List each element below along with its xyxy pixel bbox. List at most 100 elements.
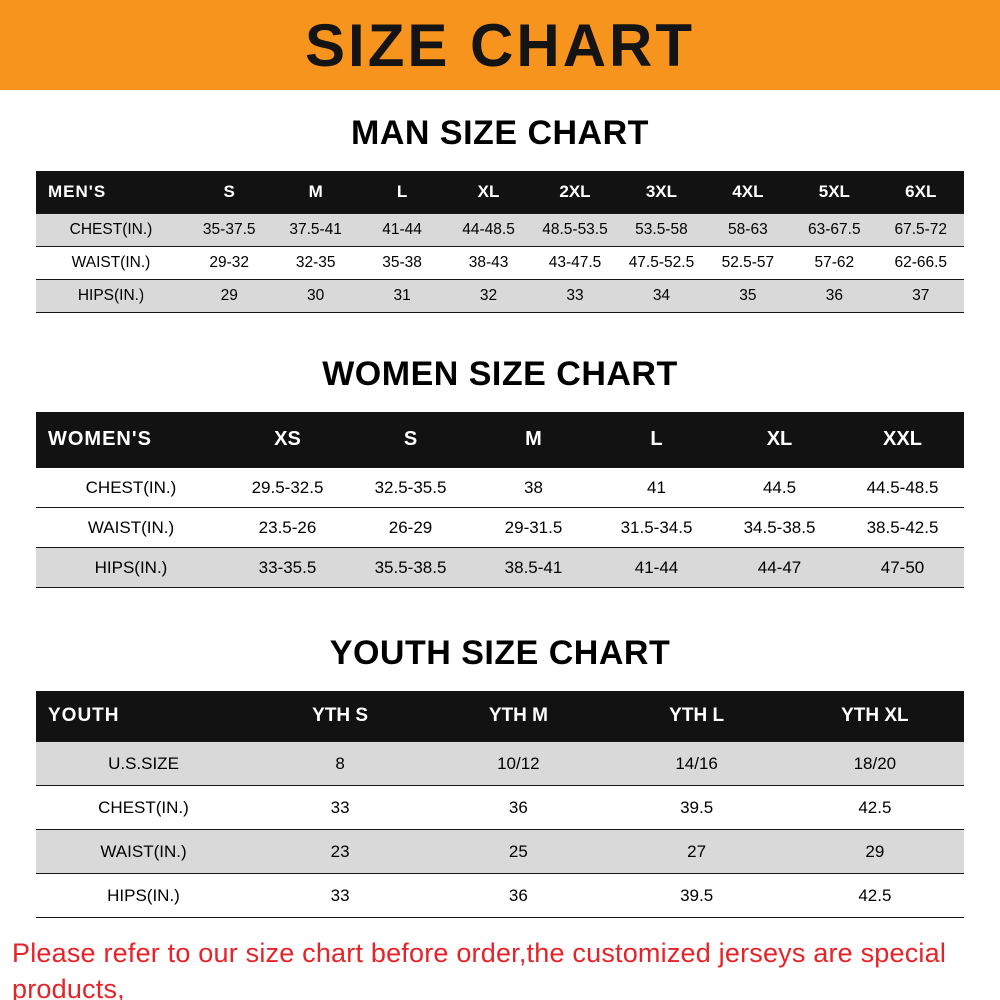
value-cell: 39.5 xyxy=(680,885,714,905)
value-cell: 30 xyxy=(307,287,325,304)
value-cell: 62-66.5 xyxy=(894,254,948,271)
value-cell: 44-47 xyxy=(757,557,802,577)
man-size-chart-heading: MAN SIZE CHART xyxy=(351,114,649,152)
women-size-table: WOMEN'S XS S M L XL XXL CHEST(IN.) 29.5-32.5 32.5… xyxy=(36,412,964,588)
size-header-cell: S xyxy=(403,428,418,450)
value-cell: 47-50 xyxy=(880,557,925,577)
size-header-cell: 6XL xyxy=(905,182,937,201)
table-title-cell: WOMEN'S xyxy=(48,428,152,450)
table-row: U.S.SIZE 8 10/12 14/16 18/20 xyxy=(36,741,964,785)
value-cell: 41 xyxy=(647,477,666,497)
value-cell: 32-35 xyxy=(295,254,336,271)
value-cell: 57-62 xyxy=(814,254,855,271)
size-header-cell: 2XL xyxy=(559,182,591,201)
value-cell: 43-47.5 xyxy=(548,254,602,271)
size-header-cell: S xyxy=(223,182,235,201)
value-cell: 67.5-72 xyxy=(894,221,948,238)
size-header-cell: YTH S xyxy=(312,705,369,726)
value-cell: 29 xyxy=(220,287,238,304)
table-row: WAIST(IN.) 23 25 27 29 xyxy=(36,829,964,873)
value-cell: 36 xyxy=(825,287,843,304)
value-cell: 41-44 xyxy=(634,557,679,577)
table-title-cell: YOUTH xyxy=(48,705,120,726)
value-cell: 37.5-41 xyxy=(289,221,342,238)
value-cell: 44.5-48.5 xyxy=(866,477,939,497)
size-chart-banner: SIZE CHART xyxy=(0,0,1000,90)
value-cell: 35-37.5 xyxy=(202,221,256,238)
size-header-cell: 5XL xyxy=(818,182,850,201)
size-header-cell: YTH M xyxy=(488,705,548,726)
value-cell: 29-32 xyxy=(209,254,250,271)
size-header-cell: XXL xyxy=(883,428,922,450)
size-header-cell: M xyxy=(525,428,542,450)
size-header-cell: XL xyxy=(477,182,500,201)
row-label: CHEST(IN.) xyxy=(85,477,177,497)
row-label: U.S.SIZE xyxy=(108,753,179,773)
value-cell: 14/16 xyxy=(675,753,718,773)
value-cell: 38.5-42.5 xyxy=(866,517,939,537)
value-cell: 58-63 xyxy=(728,221,768,238)
value-cell: 33 xyxy=(566,287,584,304)
row-label: CHEST(IN.) xyxy=(98,797,189,817)
value-cell: 42.5 xyxy=(858,797,892,817)
value-cell: 38 xyxy=(524,477,543,497)
value-cell: 33 xyxy=(330,885,350,905)
value-cell: 31 xyxy=(393,287,411,304)
order-policy-line-1: Please refer to our size chart before or… xyxy=(12,938,947,1000)
value-cell: 33-35.5 xyxy=(258,557,317,577)
value-cell: 42.5 xyxy=(858,885,892,905)
table-header-row: WOMEN'S XS S M L XL XXL xyxy=(36,412,964,467)
table-row: CHEST(IN.) 33 36 39.5 42.5 xyxy=(36,785,964,829)
women-size-chart-heading: WOMEN SIZE CHART xyxy=(322,355,678,393)
size-header-cell: YTH XL xyxy=(841,705,909,726)
value-cell: 35 xyxy=(739,287,757,304)
value-cell: 29.5-32.5 xyxy=(251,477,324,497)
value-cell: 36 xyxy=(508,797,528,817)
value-cell: 34 xyxy=(652,287,671,304)
row-label: WAIST(IN.) xyxy=(100,841,187,861)
youth-size-chart-heading: YOUTH SIZE CHART xyxy=(329,634,671,672)
size-header-cell: YTH L xyxy=(669,705,725,726)
table-row: CHEST(IN.) 35-37.5 37.5-41 41-44 44-48.5 48.5… xyxy=(36,213,964,246)
value-cell: 25 xyxy=(508,841,528,861)
value-cell: 38-43 xyxy=(468,254,509,271)
size-header-cell: 4XL xyxy=(732,182,764,201)
value-cell: 41-44 xyxy=(382,221,422,238)
table-row: HIPS(IN.) 33 36 39.5 42.5 xyxy=(36,873,964,917)
value-cell: 18/20 xyxy=(853,753,897,773)
value-cell: 35-38 xyxy=(382,254,422,271)
row-label: WAIST(IN.) xyxy=(71,254,151,271)
size-header-cell: XS xyxy=(274,428,301,450)
value-cell: 48.5-53.5 xyxy=(542,221,608,238)
value-cell: 29 xyxy=(865,841,885,861)
value-cell: 32.5-35.5 xyxy=(374,477,447,497)
value-cell: 31.5-34.5 xyxy=(620,517,693,537)
size-header-cell: L xyxy=(650,428,663,450)
value-cell: 52.5-57 xyxy=(721,254,775,271)
row-label: CHEST(IN.) xyxy=(69,221,153,238)
table-title-cell: MEN'S xyxy=(48,182,107,201)
value-cell: 47.5-52.5 xyxy=(628,254,695,271)
size-header-cell: 3XL xyxy=(645,182,678,201)
table-row: HIPS(IN.) 33-35.5 35.5-38.5 38.5-41 41-44 44-… xyxy=(36,547,964,587)
value-cell: 53.5-58 xyxy=(635,221,688,238)
value-cell: 23 xyxy=(330,841,350,861)
value-cell: 32 xyxy=(479,287,498,304)
value-cell: 27 xyxy=(687,841,707,861)
men-size-table: MEN'S S M L XL 2XL 3XL 4XL 5XL 6XL CHEST(IN.) 35-37… xyxy=(36,171,964,313)
row-label: HIPS(IN.) xyxy=(94,557,168,577)
value-cell: 39.5 xyxy=(680,797,714,817)
size-header-cell: L xyxy=(396,182,408,201)
value-cell: 8 xyxy=(335,753,345,773)
table-row: CHEST(IN.) 29.5-32.5 32.5-35.5 38 41 44.5 44.5… xyxy=(36,467,964,507)
value-cell: 44-48.5 xyxy=(462,221,515,238)
table-row: WAIST(IN.) 23.5-26 26-29 29-31.5 31.5-34.5 34… xyxy=(36,507,964,547)
value-cell: 34.5-38.5 xyxy=(743,517,816,537)
table-header-row: MEN'S S M L XL 2XL 3XL 4XL 5XL 6XL xyxy=(36,171,964,213)
size-header-cell: XL xyxy=(766,428,793,450)
value-cell: 33 xyxy=(330,797,350,817)
value-cell: 23.5-26 xyxy=(258,517,317,537)
table-row: HIPS(IN.) 29 30 31 32 33 34 35 36 37 xyxy=(36,279,964,312)
value-cell: 26-29 xyxy=(388,517,433,537)
table-row: WAIST(IN.) 29-32 32-35 35-38 38-43 43-47.5 47.… xyxy=(36,246,964,279)
